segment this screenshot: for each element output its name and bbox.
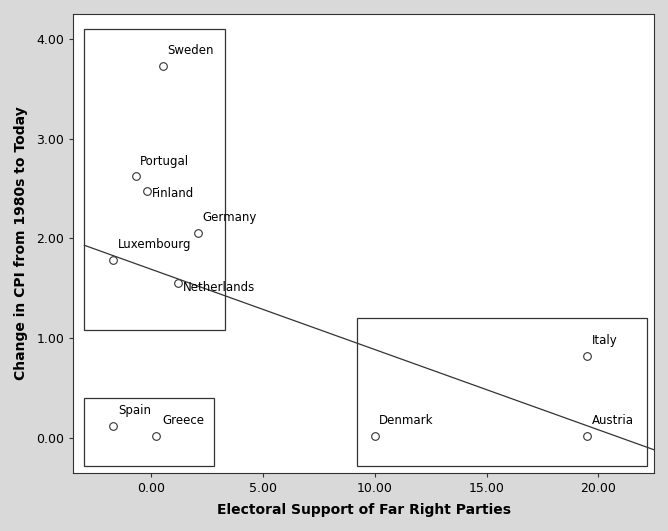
Text: Finland: Finland [152, 187, 194, 200]
Bar [357, 318, 647, 466]
Text: Germany: Germany [203, 211, 257, 225]
Text: Greece: Greece [162, 414, 204, 427]
Text: Italy: Italy [592, 334, 617, 347]
Bar [84, 398, 214, 466]
Bar [84, 29, 225, 330]
X-axis label: Electoral Support of Far Right Parties: Electoral Support of Far Right Parties [216, 503, 510, 517]
Text: Luxembourg: Luxembourg [118, 238, 192, 251]
Y-axis label: Change in CPI from 1980s to Today: Change in CPI from 1980s to Today [14, 106, 28, 380]
Text: Netherlands: Netherlands [183, 281, 255, 294]
Text: Sweden: Sweden [167, 44, 214, 57]
Text: Denmark: Denmark [379, 414, 434, 427]
Text: Portugal: Portugal [140, 155, 190, 167]
Text: Spain: Spain [118, 404, 151, 417]
Text: Austria: Austria [592, 414, 633, 427]
